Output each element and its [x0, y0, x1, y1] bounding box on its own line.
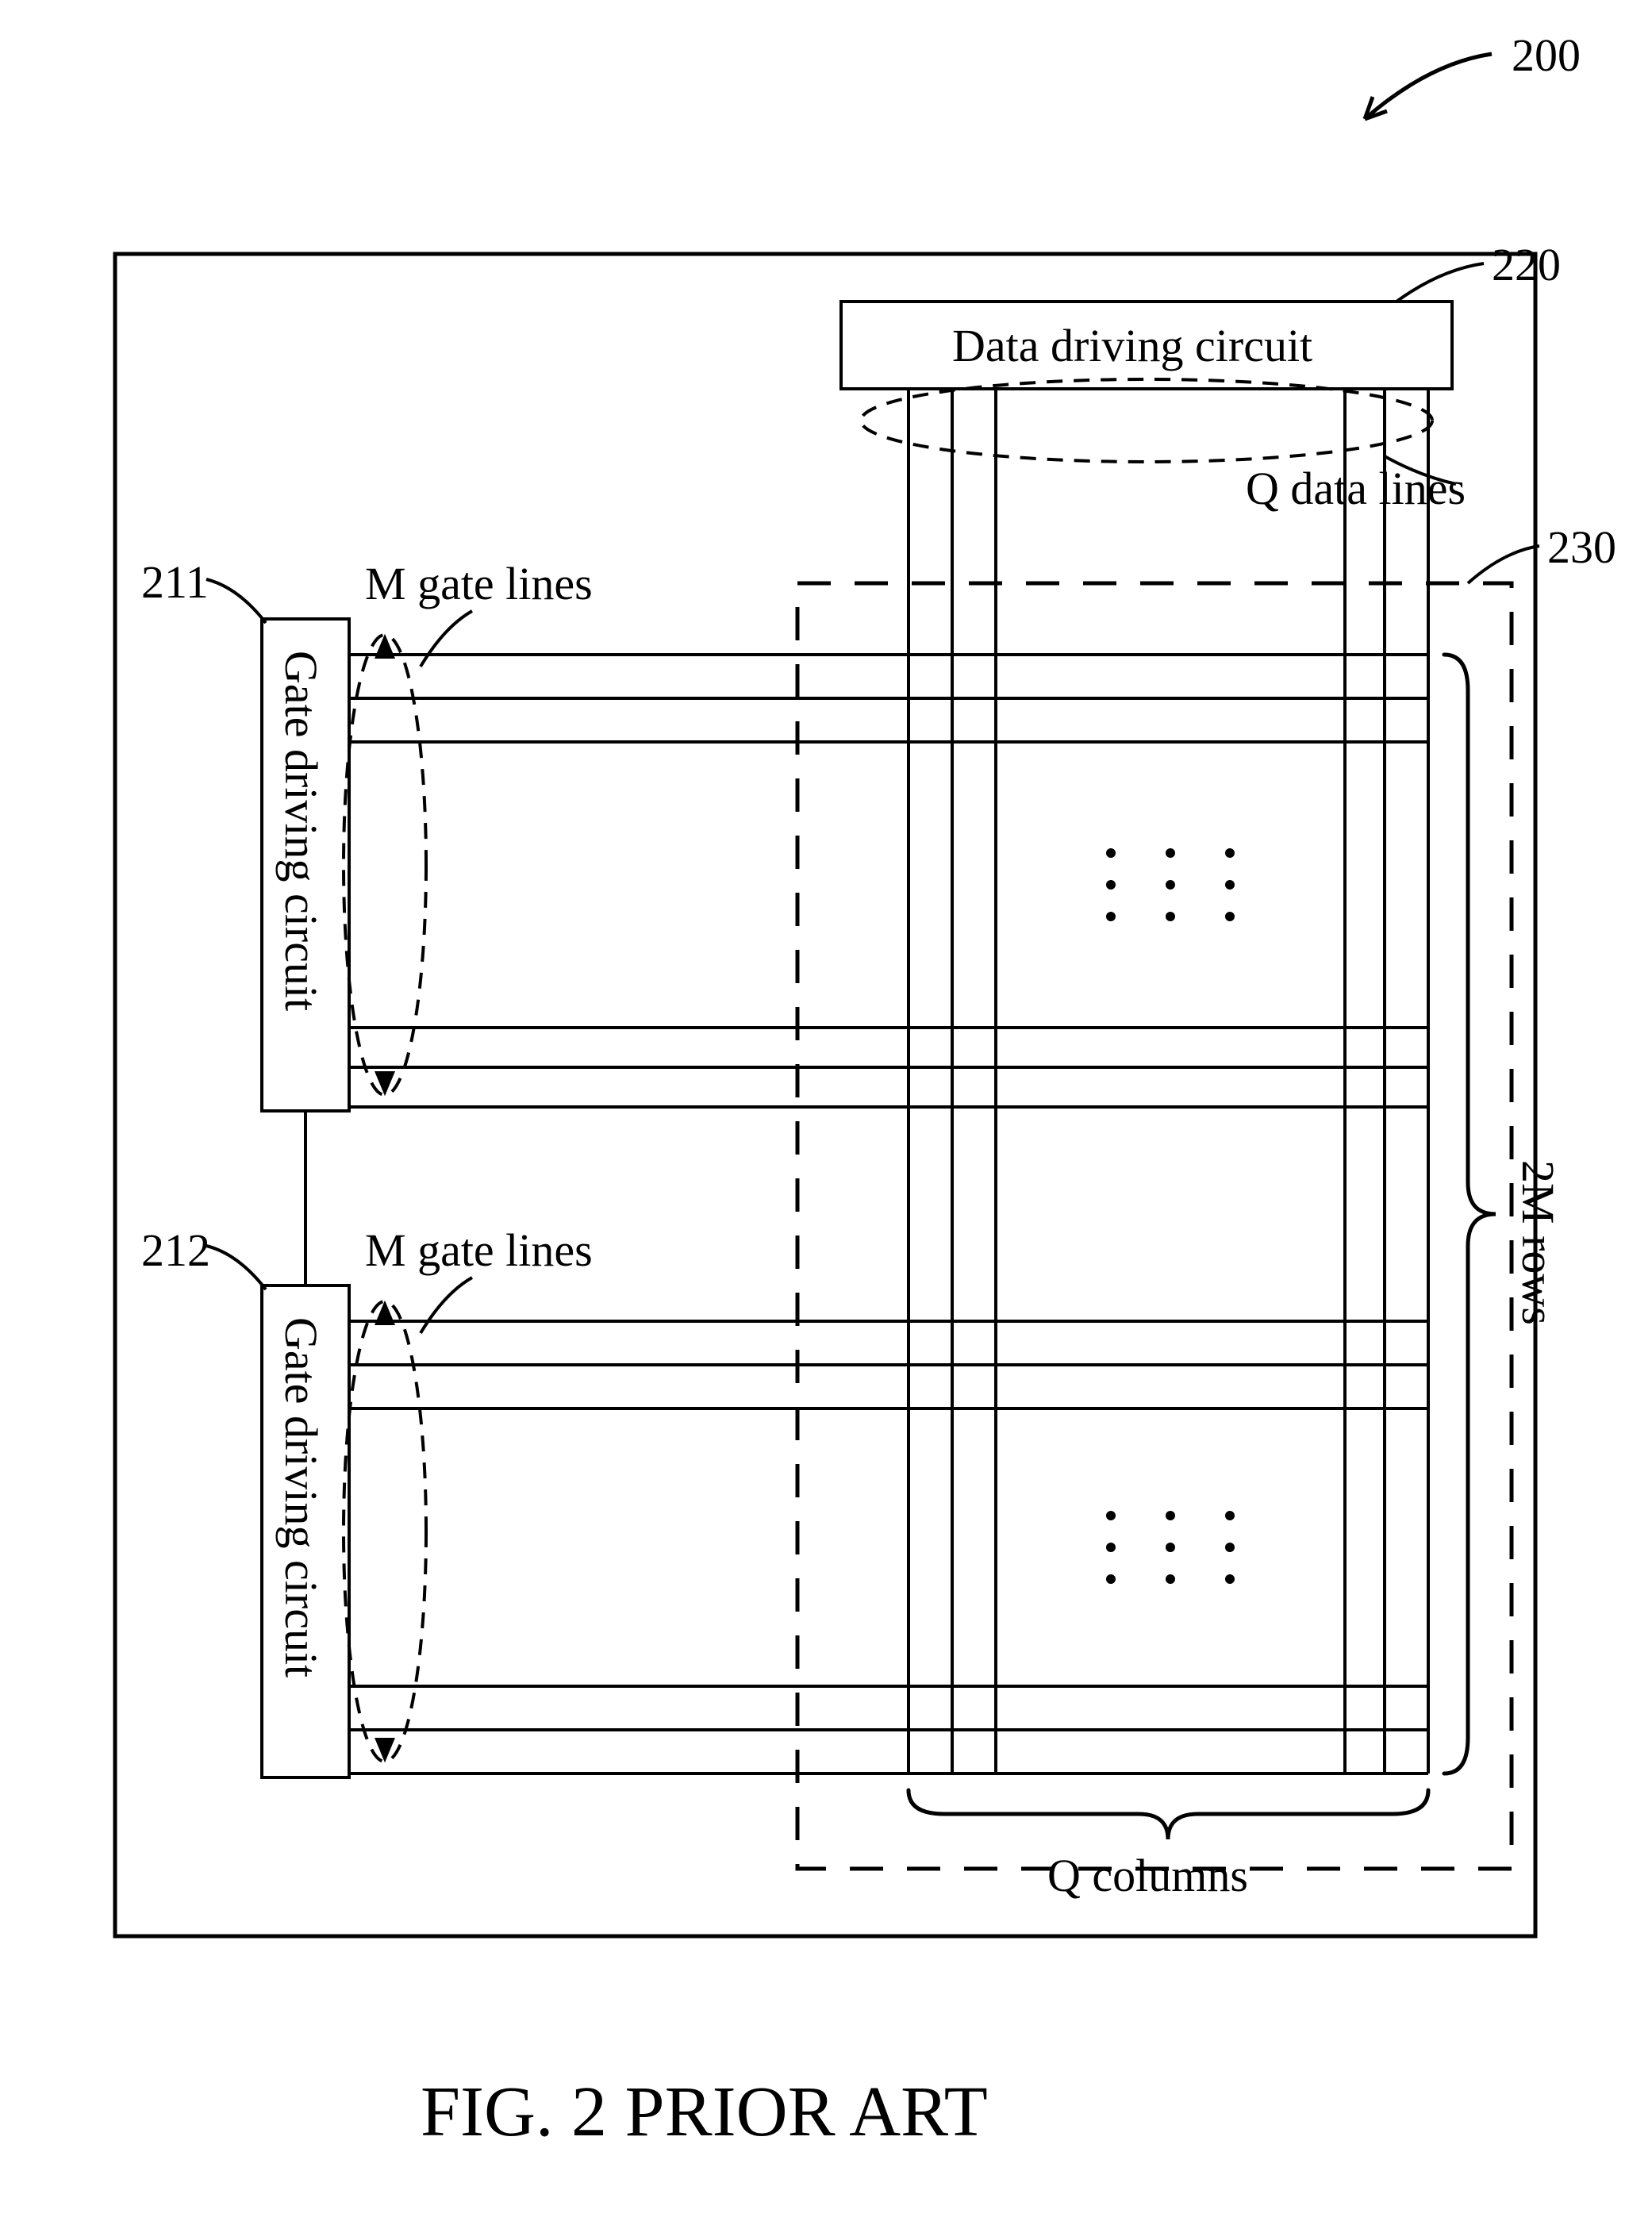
ref-230: 230 [1547, 521, 1616, 574]
brace-2m-rows [1444, 655, 1496, 1773]
m-gate-lines-1-label: M gate lines [365, 557, 593, 610]
ref-200: 200 [1512, 29, 1581, 82]
q-columns-label: Q columns [1047, 1849, 1248, 1902]
data-driver-label: Data driving circuit [952, 319, 1312, 372]
m-gate-lines-1-leader [421, 611, 472, 667]
page: 200 Data driving circuit 220 Q data line… [0, 0, 1652, 2225]
diagram-svg [0, 0, 1652, 2225]
ref-220: 220 [1492, 238, 1561, 291]
q-data-lines-label: Q data lines [1246, 462, 1466, 515]
vdots-g1 [1106, 848, 1235, 921]
ref-230-leader [1468, 546, 1539, 583]
rows-2m-label: 2M rows [1512, 1160, 1565, 1325]
gate-lines-2 [349, 1321, 1428, 1773]
ref-212: 212 [141, 1224, 210, 1277]
figure-caption: FIG. 2 PRIOR ART [421, 2071, 988, 2153]
ref-211: 211 [141, 555, 209, 609]
gate-driver-1-label: Gate driving circuit [275, 651, 328, 1011]
ref-200-arrow [1365, 54, 1492, 119]
data-lines [909, 389, 1428, 1773]
gate2-arrowheads [377, 1305, 393, 1758]
brace-q-columns [909, 1790, 1428, 1839]
gate-lines-1 [349, 655, 1428, 1107]
ref-220-leader [1397, 263, 1484, 302]
ref-211-leader [206, 579, 266, 623]
m-gate-lines-2-label: M gate lines [365, 1224, 593, 1277]
m-gate-lines-2-leader [421, 1278, 472, 1333]
ref-212-leader [206, 1246, 266, 1289]
gate-driver-2-label: Gate driving circuit [275, 1317, 328, 1677]
m-gate-lines-2-ellipse [344, 1301, 426, 1762]
panel-dashed [797, 583, 1512, 1869]
vdots-g2 [1106, 1511, 1235, 1584]
gate1-arrowheads [377, 638, 393, 1092]
